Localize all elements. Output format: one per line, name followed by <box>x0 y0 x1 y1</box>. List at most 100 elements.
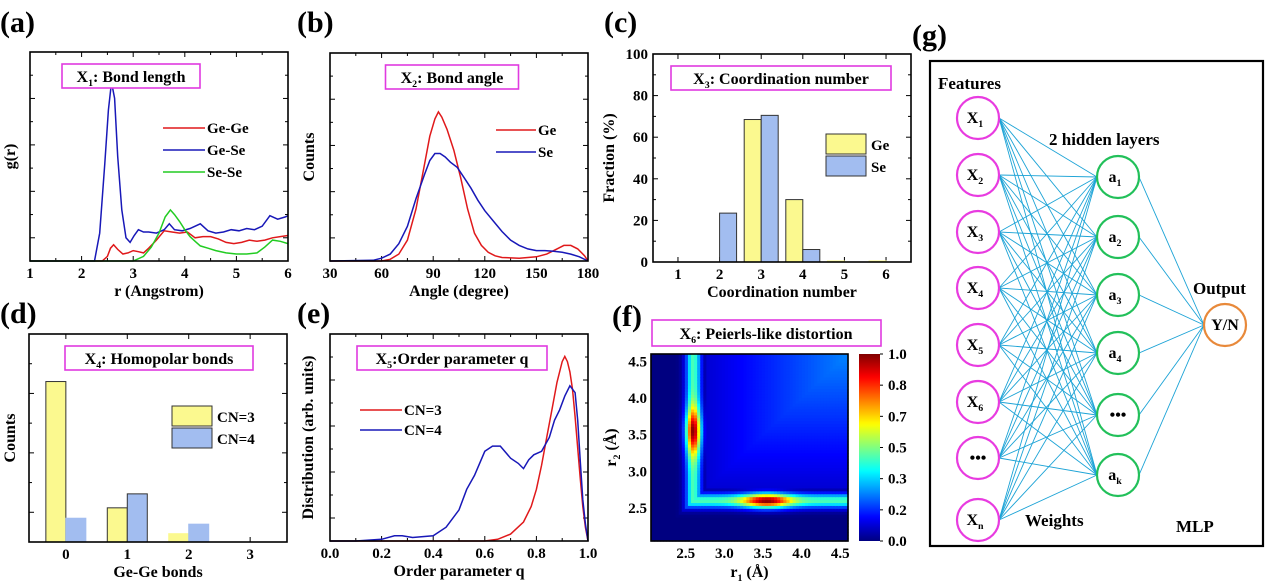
heatmap-cell <box>774 365 778 370</box>
heatmap-cell <box>761 365 766 370</box>
heatmap-cell <box>694 435 698 440</box>
heatmap-cell <box>694 409 698 414</box>
heatmap-cell <box>715 453 720 457</box>
x-tick-label: 2 <box>716 267 724 283</box>
heatmap-cell <box>823 374 828 378</box>
heatmap-cell <box>761 508 766 513</box>
heatmap-cell <box>731 511 735 516</box>
heatmap-cell <box>829 535 834 539</box>
heatmap-cell <box>774 459 778 463</box>
heatmap-cell <box>675 427 680 431</box>
heatmap-cell <box>691 371 695 376</box>
heatmap-cell <box>755 450 760 454</box>
heatmap-cell <box>706 409 711 414</box>
heatmap-cell <box>761 441 766 446</box>
heatmap-cell <box>761 389 766 393</box>
heatmap-cell <box>675 465 680 469</box>
heatmap-cell <box>697 470 701 475</box>
heatmap-cell <box>703 409 708 414</box>
heatmap-cell <box>774 462 778 466</box>
heatmap-cell <box>727 532 732 536</box>
heatmap-cell <box>734 371 738 376</box>
heatmap-cell <box>663 482 667 487</box>
heatmap-cell <box>740 520 744 525</box>
heatmap-cell <box>700 380 704 384</box>
heatmap-cell <box>691 368 695 373</box>
heatmap-cell <box>740 427 744 431</box>
heatmap-cell <box>804 441 809 446</box>
heatmap-cell <box>669 532 674 536</box>
heatmap-cell <box>666 427 671 431</box>
heatmap-cell <box>752 441 757 446</box>
heatmap-cell <box>761 421 766 425</box>
heatmap-cell <box>777 421 781 425</box>
heatmap-cell <box>684 535 689 539</box>
heatmap-cell <box>783 476 788 481</box>
heatmap-cell <box>684 465 689 469</box>
heatmap-cell <box>758 444 763 449</box>
heatmap-cell <box>774 467 778 472</box>
heatmap-cell <box>706 485 711 490</box>
heatmap-cell <box>721 508 726 513</box>
heatmap-cell <box>792 467 797 472</box>
heatmap-cell <box>654 467 658 472</box>
heatmap-cell <box>823 368 828 373</box>
heatmap-cell <box>752 409 757 414</box>
heatmap-cell <box>829 456 834 460</box>
heatmap-cell <box>712 409 717 414</box>
heatmap-cell <box>832 453 837 457</box>
heatmap-cell <box>666 421 671 425</box>
heatmap-cell <box>811 456 815 460</box>
y-tick-label: 0 <box>641 255 649 271</box>
heatmap-cell <box>752 356 757 361</box>
heatmap-cell <box>718 450 723 454</box>
heatmap-cell <box>697 377 701 381</box>
heatmap-cell <box>771 494 775 498</box>
heatmap-cell <box>783 380 788 384</box>
heatmap-cell <box>654 517 658 522</box>
heatmap-cell <box>691 473 695 478</box>
heatmap-cell <box>694 523 698 527</box>
heatmap-cell <box>681 432 686 437</box>
heatmap-cell <box>783 447 788 452</box>
heatmap-cell <box>844 453 849 457</box>
heatmap-cell <box>700 424 704 428</box>
heatmap-cell <box>798 485 803 490</box>
heatmap-cell <box>801 424 806 428</box>
heatmap-cell <box>684 508 689 513</box>
heatmap-cell <box>654 380 658 384</box>
heatmap-cell <box>675 424 680 428</box>
heatmap-cell <box>795 400 800 405</box>
heatmap-cell <box>804 538 809 542</box>
heatmap-cell <box>767 371 772 376</box>
heatmap-cell <box>746 412 751 416</box>
heatmap-cell <box>660 517 664 522</box>
heatmap-cell <box>740 429 744 434</box>
heatmap-cell <box>663 494 667 498</box>
heatmap-cell <box>672 535 677 539</box>
heatmap-cell <box>703 386 708 390</box>
heatmap-cell <box>718 465 723 469</box>
heatmap-cell <box>823 421 828 425</box>
heatmap-cell <box>678 394 683 399</box>
heatmap-cell <box>694 391 698 396</box>
heatmap-cell <box>774 526 778 530</box>
heatmap-cell <box>731 354 735 358</box>
heatmap-cell <box>807 470 812 475</box>
heatmap-cell <box>835 356 840 361</box>
heatmap-cell <box>761 415 766 419</box>
heatmap-cell <box>703 371 708 376</box>
heatmap-cell <box>654 429 658 434</box>
bar-cn=4 <box>65 517 87 543</box>
heatmap-cell <box>727 400 732 405</box>
heatmap-cell <box>654 529 658 533</box>
heatmap-cell <box>764 485 769 490</box>
heatmap-cell <box>804 517 809 522</box>
heatmap-cell <box>706 438 711 443</box>
heatmap-cell <box>743 450 748 454</box>
heatmap-cell <box>777 371 781 376</box>
heatmap-cell <box>749 450 754 454</box>
heatmap-cell <box>764 444 769 449</box>
heatmap-cell <box>817 383 821 387</box>
heatmap-cell <box>724 424 729 428</box>
